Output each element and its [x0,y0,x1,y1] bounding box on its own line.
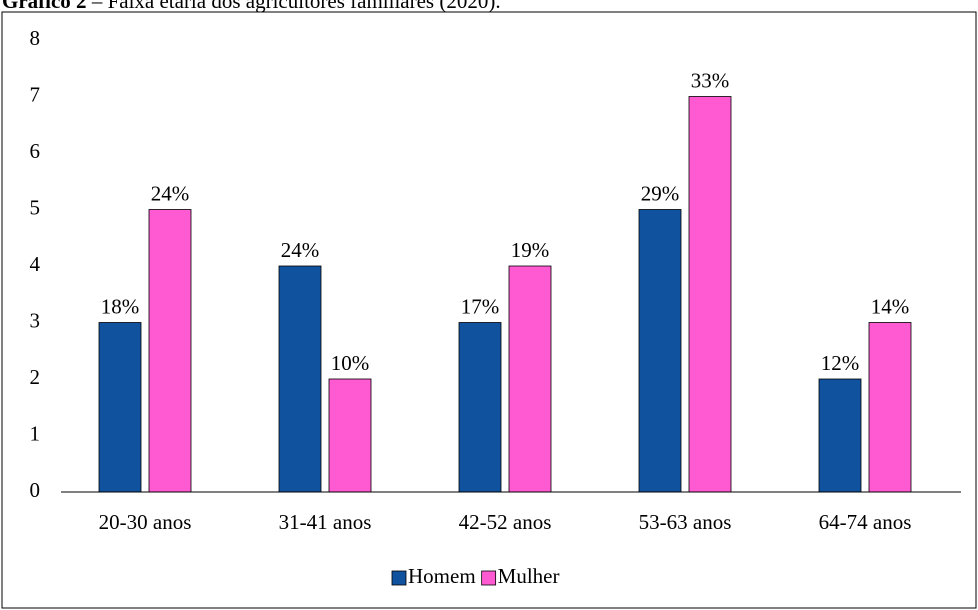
y-tick-label: 8 [30,26,41,50]
value-label: 12% [821,351,860,375]
value-label: 24% [281,238,320,262]
y-tick-label: 7 [30,82,41,106]
y-tick-label: 2 [30,365,41,389]
legend-swatch [481,570,497,586]
y-tick-label: 1 [30,421,41,445]
chart-title: Gráfico 2 – Faixa etária dos agricultore… [2,0,501,13]
bar [328,378,372,493]
value-label: 14% [871,294,910,318]
bar [458,322,502,493]
title-text: – Faixa etária dos agricultores familiar… [91,0,501,13]
value-label: 24% [151,181,190,205]
x-tick-label: 53-63 anos [639,510,732,534]
bar [278,265,322,493]
x-tick-label: 31-41 anos [279,510,372,534]
legend-swatch [391,570,407,586]
bar [868,322,912,493]
legend-label: Homem [408,564,476,588]
x-tick-label: 42-52 anos [459,510,552,534]
value-label: 29% [641,181,680,205]
y-tick-label: 0 [30,478,41,502]
x-tick-label: 64-74 anos [819,510,912,534]
legend-label: Mulher [498,564,560,588]
bar [98,322,142,493]
y-tick-label: 3 [30,308,41,332]
value-label: 17% [461,294,500,318]
value-label: 10% [331,351,370,375]
x-tick-label: 20-30 anos [99,510,192,534]
value-label: 33% [691,68,730,92]
bar [638,209,682,493]
bar [688,96,732,493]
value-label: 18% [101,294,140,318]
bar [818,378,862,493]
y-tick-label: 5 [30,195,41,219]
y-tick-label: 4 [30,252,41,276]
y-tick-label: 6 [30,139,41,163]
legend: Homem Mulher [391,564,560,588]
bar [508,265,552,493]
title-prefix: Gráfico 2 [2,0,87,13]
value-label: 19% [511,238,550,262]
bar [148,209,192,493]
